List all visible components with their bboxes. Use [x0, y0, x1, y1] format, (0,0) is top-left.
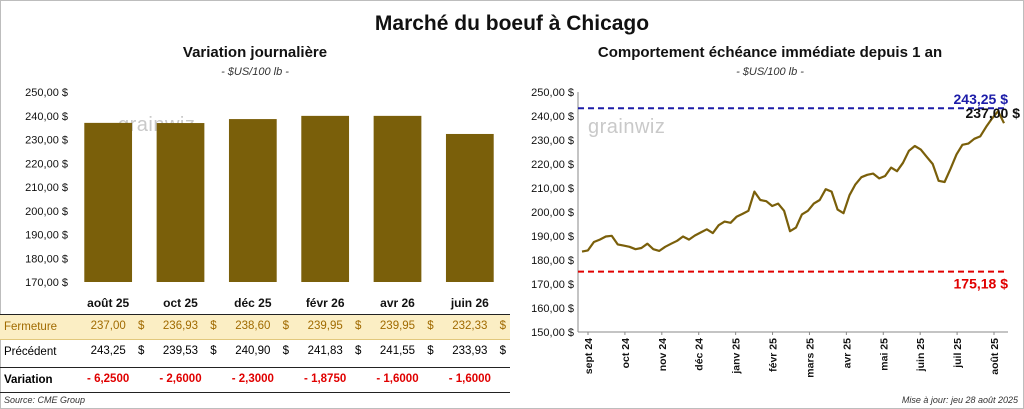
- main-title: Marché du boeuf à Chicago: [374, 12, 650, 35]
- table-currency: $: [210, 345, 217, 357]
- table-cell: 240,90: [235, 345, 271, 357]
- table-cell: - 6,2500: [87, 373, 130, 385]
- y-tick-label: 210,00 $: [25, 182, 68, 194]
- table-currency: $: [427, 320, 434, 332]
- y-tick-label: 200,00 $: [25, 206, 68, 218]
- bar-chart: 170,00 $ 180,00 $ 190,00 $ 200,00 $ 210,00 $…: [25, 87, 494, 310]
- table-cell: 232,33: [452, 320, 488, 332]
- x-tick-label: juin 26: [450, 296, 489, 310]
- y-tick-label: 220,00 $: [531, 159, 574, 171]
- table-currency: $: [137, 345, 145, 357]
- y-tick-label: 250,00 $: [531, 87, 574, 99]
- x-tick-label: mai 25: [878, 338, 890, 371]
- bar: [156, 123, 205, 282]
- y-tick-label: 230,00 $: [531, 135, 574, 147]
- table-currency: $: [137, 320, 145, 332]
- table-row-close: Fermeture 237,00 $236,93 $238,60 $239,95 $23…: [0, 314, 510, 340]
- table-currency: $: [354, 320, 362, 332]
- table-cell: 241,55: [379, 345, 416, 357]
- reference-label: 175,18 $: [954, 276, 1009, 292]
- row-label-variation: Variation: [4, 374, 53, 386]
- y-tick-label: 240,00 $: [531, 111, 574, 123]
- table-currency: $: [210, 320, 217, 332]
- table-cell: 238,60: [235, 320, 271, 332]
- bar: [445, 133, 494, 282]
- x-tick-label: déc 24: [694, 338, 706, 371]
- table-cell: - 2,6000: [159, 373, 202, 385]
- table-cell: 236,93: [162, 320, 199, 332]
- y-tick-label: 170,00 $: [531, 279, 574, 291]
- table-cell: - 2,3000: [231, 373, 274, 385]
- x-tick-label: avr 26: [380, 296, 415, 310]
- x-tick-label: févr 26: [306, 296, 345, 310]
- last-value-label: 237,00 $: [966, 105, 1021, 121]
- table-cell: 241,83: [307, 345, 343, 357]
- table-cell: 233,93: [452, 345, 488, 357]
- left-panel-title: Variation journalière: [182, 44, 328, 61]
- table-cell: - 1,8750: [304, 373, 347, 385]
- update-note: Mise à jour: jeu 28 août 2025: [901, 395, 1018, 405]
- y-tick-label: 200,00 $: [531, 207, 574, 219]
- y-tick-label: 240,00 $: [25, 111, 68, 123]
- table-currency: $: [354, 345, 362, 357]
- table-currency: $: [282, 320, 290, 332]
- y-tick-label: 210,00 $: [531, 183, 574, 195]
- table-cell: - 1,6000: [376, 373, 419, 385]
- y-tick-label: 250,00 $: [25, 87, 68, 99]
- table-cell: - 1,6000: [448, 373, 491, 385]
- table-currency: $: [282, 345, 290, 357]
- table-cell: 239,95: [379, 320, 416, 332]
- bar: [84, 122, 133, 282]
- x-tick-label: janv 25: [731, 338, 743, 375]
- line-chart: 150,00 $ 160,00 $ 170,00 $ 180,00 $ 190,00 $…: [531, 87, 1021, 378]
- y-tick-label: 190,00 $: [531, 231, 574, 243]
- table-cell: 243,25: [90, 345, 126, 357]
- right-panel-title: Comportement échéance immédiate depuis 1…: [597, 44, 943, 61]
- x-tick-label: avr 25: [841, 338, 853, 369]
- x-tick-label: nov 24: [657, 338, 669, 371]
- table-cell: 237,00: [90, 320, 126, 332]
- right-panel-subtitle: - $US/100 lb -: [736, 66, 804, 78]
- table-row-prev: Précédent 243,25 $239,53 $240,90 $241,83 $24…: [0, 340, 510, 364]
- bar: [228, 119, 277, 282]
- right-watermark: grainwiz: [588, 116, 666, 138]
- x-tick-label: août 25: [989, 338, 1001, 375]
- price-series-line: [581, 110, 1005, 253]
- y-tick-label: 170,00 $: [25, 277, 68, 289]
- table-row-variation: Variation - 6,2500 - 2,6000 - 2,3000 - 1,87…: [0, 367, 510, 393]
- reference-label: 243,25 $: [954, 91, 1009, 107]
- x-tick-label: févr 25: [768, 338, 780, 372]
- left-panel-subtitle: - $US/100 lb -: [221, 66, 289, 78]
- table-currency: $: [427, 345, 434, 357]
- table-cell: 239,53: [162, 345, 199, 357]
- x-tick-label: juil 25: [952, 338, 964, 369]
- table-cell: 239,95: [307, 320, 343, 332]
- y-tick-label: 220,00 $: [25, 158, 68, 170]
- bar: [373, 115, 422, 283]
- x-tick-label: sept 24: [583, 338, 595, 374]
- y-tick-label: 160,00 $: [531, 303, 574, 315]
- x-tick-label: mars 25: [804, 338, 816, 378]
- bar: [301, 115, 350, 283]
- x-tick-label: déc 25: [234, 296, 272, 310]
- y-tick-label: 180,00 $: [531, 255, 574, 267]
- row-label-close: Fermeture: [4, 321, 58, 333]
- x-tick-label: oct 24: [620, 338, 632, 369]
- x-tick-label: juin 25: [915, 338, 927, 372]
- y-tick-label: 230,00 $: [25, 135, 68, 147]
- y-tick-label: 180,00 $: [25, 253, 68, 265]
- x-tick-label: oct 25: [163, 296, 198, 310]
- source-note: Source: CME Group: [4, 395, 86, 405]
- x-tick-label: août 25: [87, 296, 129, 310]
- y-tick-label: 190,00 $: [25, 230, 68, 242]
- table-currency: $: [499, 345, 507, 357]
- row-label-prev: Précédent: [4, 346, 57, 358]
- y-tick-label: 150,00 $: [531, 327, 574, 339]
- table-currency: $: [499, 320, 507, 332]
